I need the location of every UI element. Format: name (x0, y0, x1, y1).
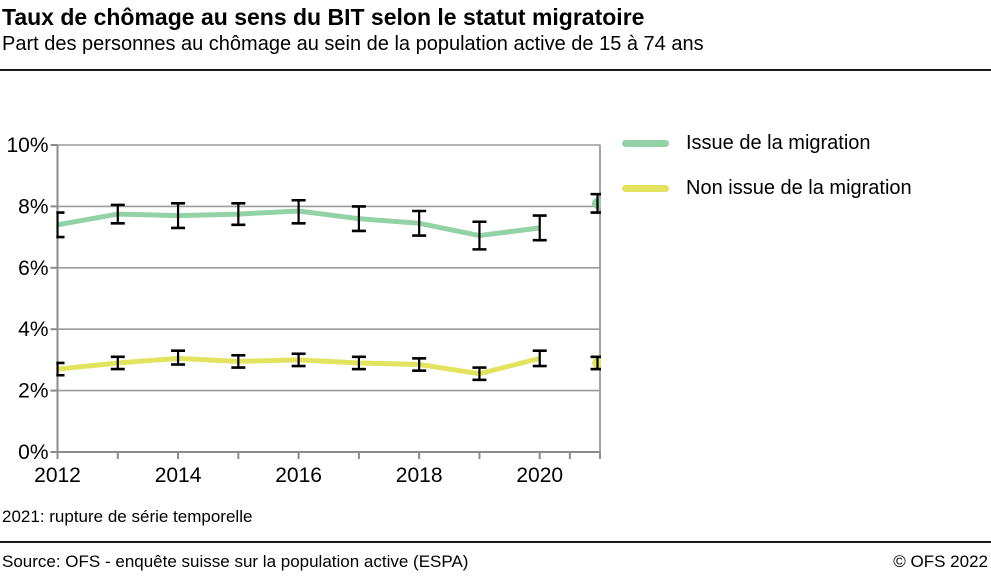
legend-label: Issue de la migration (686, 131, 871, 154)
x-tick-label: 2016 (275, 464, 322, 487)
y-tick-label: 2% (18, 380, 48, 403)
x-tick-label: 2020 (516, 464, 563, 487)
legend-item-issue-migration: Issue de la migration (622, 131, 912, 155)
y-tick-label: 4% (18, 318, 48, 341)
footer-divider (0, 541, 991, 543)
plot-content (56, 192, 602, 382)
copyright-text: © OFS 2022 (893, 552, 988, 571)
source-text: Source: OFS - enquête suisse sur la popu… (2, 552, 469, 571)
x-tick-label: 2014 (155, 464, 202, 487)
line-chart: 0% 2% 4% 6% 8% 10% 2012 2014 2016 2018 2020 (6, 134, 602, 487)
y-tick-label: 6% (18, 257, 48, 280)
legend-swatch-yellow (622, 184, 669, 192)
series-break-footnote: 2021: rupture de série temporelle (2, 507, 253, 526)
legend-item-non-issue-migration: Non issue de la migration (622, 176, 912, 200)
x-tick-label: 2012 (34, 464, 81, 487)
y-tick-label: 10% (6, 134, 48, 157)
header-divider (0, 69, 991, 71)
page-title: Taux de chômage au sens du BIT selon le … (2, 4, 645, 30)
y-tick-label: 0% (18, 441, 48, 464)
chart-legend: Issue de la migration Non issue de la mi… (622, 131, 912, 200)
legend-label: Non issue de la migration (686, 176, 912, 199)
legend-swatch-green (622, 139, 669, 147)
page-subtitle: Part des personnes au chômage au sein de… (2, 33, 704, 55)
y-tick-label: 8% (18, 195, 48, 218)
x-tick-label: 2018 (396, 464, 443, 487)
